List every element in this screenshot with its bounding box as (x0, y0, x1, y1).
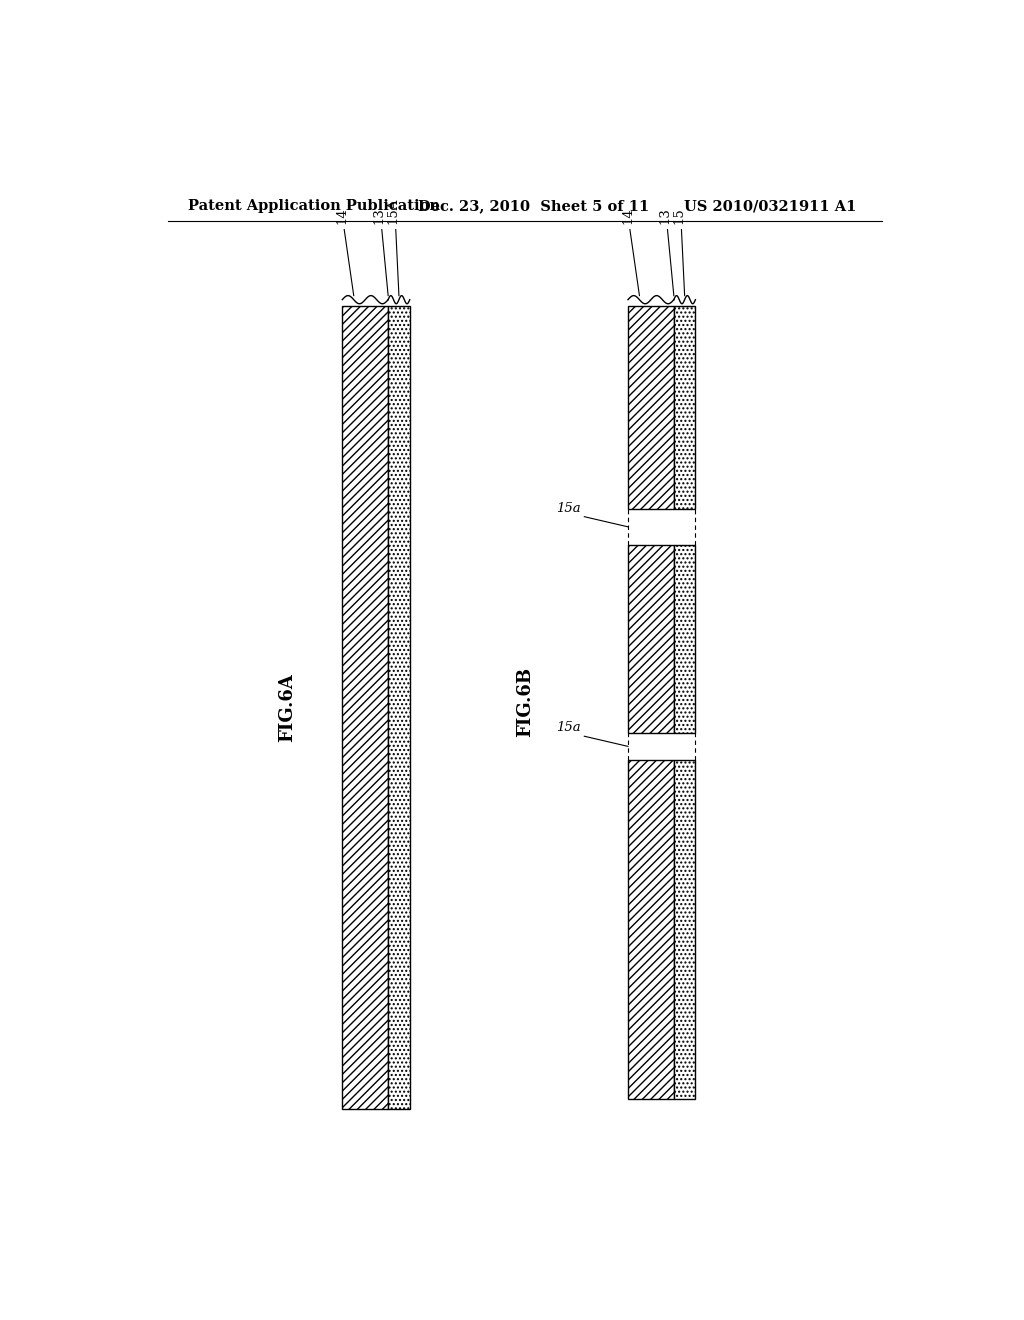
Bar (674, 306, 695, 510)
Text: 14: 14 (621, 207, 634, 224)
Text: Patent Application Publication: Patent Application Publication (187, 199, 439, 213)
Text: 15a: 15a (556, 502, 581, 515)
Bar (388, 306, 410, 1109)
Text: Dec. 23, 2010  Sheet 5 of 11: Dec. 23, 2010 Sheet 5 of 11 (418, 199, 649, 213)
Text: FIG.6A: FIG.6A (278, 673, 296, 742)
Bar (674, 760, 695, 1098)
Bar (628, 760, 674, 1098)
Text: 15a: 15a (556, 721, 581, 734)
Text: 14: 14 (335, 207, 348, 224)
Bar (628, 306, 674, 510)
Bar (628, 545, 674, 733)
Bar (674, 545, 695, 733)
Bar (342, 306, 388, 1109)
Text: 13: 13 (373, 207, 386, 224)
Text: 13: 13 (658, 207, 672, 224)
Text: FIG.6B: FIG.6B (516, 667, 534, 738)
Text: 15: 15 (673, 207, 686, 224)
Text: US 2010/0321911 A1: US 2010/0321911 A1 (684, 199, 856, 213)
Text: 15A: 15A (387, 198, 400, 224)
